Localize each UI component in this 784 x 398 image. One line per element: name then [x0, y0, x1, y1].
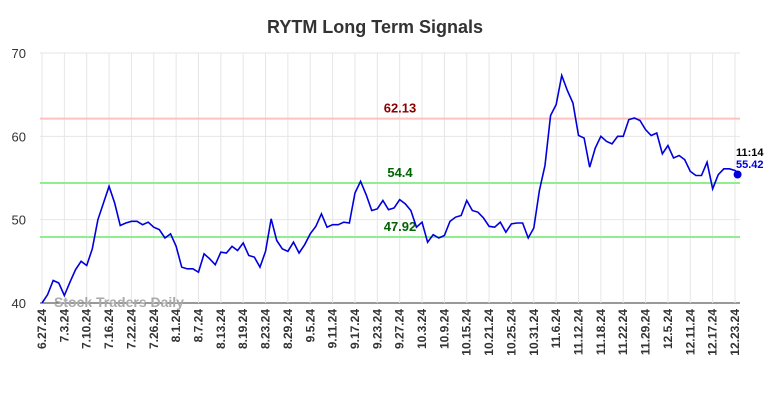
x-tick-label: 11.18.24: [594, 309, 608, 355]
x-tick-label: 8.19.24: [236, 309, 250, 349]
x-tick-label: 12.5.24: [661, 309, 675, 349]
x-tick-label: 11.22.24: [616, 309, 630, 355]
x-tick-label: 7.16.24: [102, 309, 116, 349]
x-tick-label: 9.11.24: [326, 309, 340, 349]
x-tick-label: 10.9.24: [437, 309, 451, 349]
x-tick-label: 10.31.24: [527, 309, 541, 356]
y-tick-label: 70: [12, 46, 26, 61]
x-tick-label: 10.3.24: [415, 309, 429, 349]
x-tick-label: 7.26.24: [147, 309, 161, 349]
signal-label: 47.92: [384, 219, 417, 234]
x-tick-label: 12.17.24: [706, 309, 720, 356]
signal-label: 62.13: [384, 101, 417, 116]
x-tick-label: 9.5.24: [303, 309, 317, 343]
chart-title: RYTM Long Term Signals: [267, 17, 483, 37]
y-tick-label: 40: [12, 296, 26, 311]
x-tick-label: 8.13.24: [214, 309, 228, 349]
x-tick-label: 10.21.24: [482, 309, 496, 356]
y-tick-label: 50: [12, 213, 26, 228]
x-tick-label: 7.22.24: [124, 309, 138, 349]
x-tick-label: 7.10.24: [80, 309, 94, 349]
last-time: 11:14: [736, 147, 764, 159]
price-line: [41, 72, 742, 304]
x-tick-label: 12.23.24: [728, 309, 742, 356]
x-tick-label: 11.12.24: [572, 309, 586, 355]
x-tick-label: 7.3.24: [57, 309, 71, 343]
signal-label: 54.4: [387, 165, 413, 180]
y-tick-label: 60: [12, 129, 26, 144]
last-point: [733, 170, 742, 179]
x-tick-label: 11.29.24: [639, 309, 653, 355]
x-tick-label: 11.6.24: [549, 309, 563, 349]
x-tick-label: 8.29.24: [281, 309, 295, 349]
last-value-label: 55.42: [736, 159, 764, 171]
grid: 40 50 60 70 6.27.24 7.3.24 7.10.24 7.16.24 7.22.…: [12, 46, 742, 356]
x-tick-label: 10.15.24: [460, 309, 474, 356]
plot: 62.13 54.4 47.92 55.42: [40, 72, 764, 304]
x-tick-label: 8.1.24: [169, 309, 183, 343]
x-tick-label: 10.25.24: [504, 309, 518, 356]
x-tick-label: 12.11.24: [683, 309, 697, 355]
x-tick-label: 9.23.24: [370, 309, 384, 349]
x-tick-label: 6.27.24: [35, 309, 49, 349]
x-tick-label: 9.17.24: [348, 309, 362, 349]
x-tick-label: 8.23.24: [259, 309, 273, 349]
x-tick-label: 8.7.24: [191, 309, 205, 343]
watermark: Stock Traders Daily: [54, 294, 184, 310]
x-tick-label: 9.27.24: [393, 309, 407, 349]
